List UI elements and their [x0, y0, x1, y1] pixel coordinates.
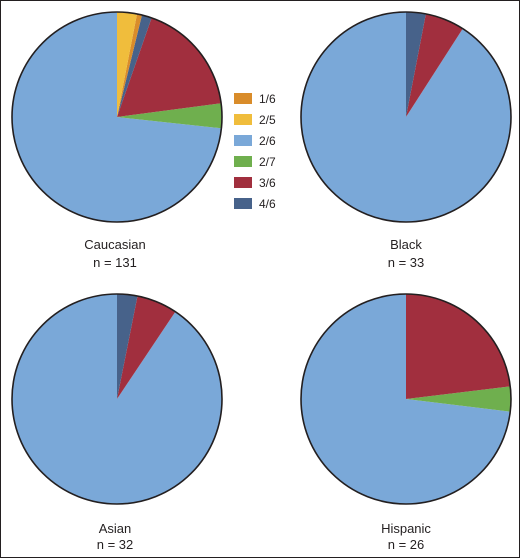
- legend-swatch-2-5: [234, 114, 252, 125]
- pie-slice-2-6: [300, 294, 511, 505]
- pie-hispanic: [300, 293, 512, 505]
- pie-count-hispanic: n = 26: [388, 537, 425, 552]
- pie-caucasian: [11, 11, 223, 223]
- pie-slice-3-6: [406, 294, 511, 399]
- pie-slice-2-7: [117, 103, 223, 129]
- pie-slice-3-6: [117, 17, 222, 117]
- pie-outline: [11, 11, 223, 223]
- pie-black: [300, 11, 512, 223]
- pie-outline: [300, 293, 512, 505]
- pie-title-caucasian: Caucasian: [84, 237, 145, 252]
- pie-slice-4-6: [117, 294, 138, 399]
- pie-count-black: n = 33: [388, 255, 425, 270]
- legend-swatch-2-6: [234, 135, 252, 146]
- legend-label-2-6: 2/6: [259, 134, 276, 148]
- pie-outline: [300, 11, 512, 223]
- pie-title-hispanic: Hispanic: [381, 521, 431, 536]
- pie-slice-3-6: [117, 296, 176, 399]
- pie-outline: [11, 293, 223, 505]
- pie-slice-2-6: [301, 12, 512, 223]
- pie-asian: [11, 293, 223, 505]
- pie-slice-2-5: [117, 12, 138, 117]
- legend-swatch-4-6: [234, 198, 252, 209]
- pie-slice-1-6: [117, 13, 142, 117]
- pie-slice-4-6: [406, 12, 426, 117]
- legend-label-3-6: 3/6: [259, 176, 276, 190]
- pie-count-caucasian: n = 131: [93, 255, 137, 270]
- pie-slice-2-6: [11, 294, 222, 505]
- pie-title-asian: Asian: [99, 521, 132, 536]
- pie-slice-2-7: [406, 386, 511, 412]
- legend-label-4-6: 4/6: [259, 197, 276, 211]
- pie-slice-3-6: [406, 13, 463, 117]
- pie-title-black: Black: [390, 237, 422, 252]
- legend-swatch-1-6: [234, 93, 252, 104]
- legend-label-1-6: 1/6: [259, 92, 276, 106]
- legend: 1/6 2/5 2/6 2/7 3/6 4/6: [234, 92, 276, 211]
- legend-swatch-2-7: [234, 156, 252, 167]
- legend-label-2-5: 2/5: [259, 113, 276, 127]
- pie-count-asian: n = 32: [97, 537, 134, 552]
- pie-slice-2-6: [12, 12, 222, 222]
- legend-label-2-7: 2/7: [259, 155, 276, 169]
- pie-slice-4-6: [117, 15, 152, 117]
- legend-swatch-3-6: [234, 177, 252, 188]
